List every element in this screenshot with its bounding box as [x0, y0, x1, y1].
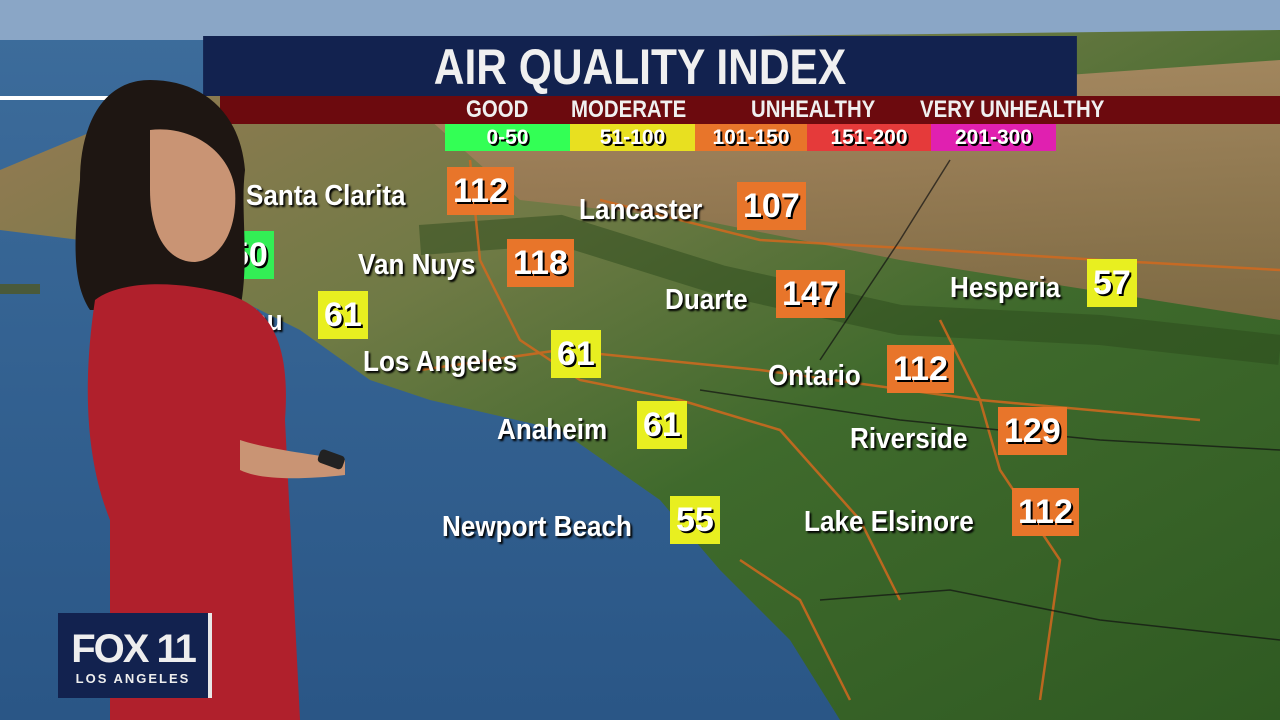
aqi-badge: 61	[318, 291, 368, 339]
aqi-badge: 107	[737, 182, 806, 230]
map-title: AIR QUALITY INDEX	[203, 36, 1077, 96]
aqi-badge: 112	[1012, 488, 1079, 536]
aqi-badge: 112	[887, 345, 954, 393]
city-label: Hesperia	[950, 272, 1061, 304]
city-label: Lancaster	[579, 194, 703, 226]
city-label: Van Nuys	[358, 249, 476, 281]
category-good: GOOD	[466, 96, 529, 123]
category-very-unhealthy: VERY UNHEALTHY	[920, 96, 1105, 123]
city-label: Duarte	[665, 284, 748, 316]
decorative-stripe	[0, 96, 110, 100]
range-good: 0-50	[445, 124, 570, 151]
logo-subtitle: LOS ANGELES	[75, 671, 191, 686]
city-label: Ontario	[768, 360, 861, 392]
logo-name: FOX 11	[71, 627, 197, 671]
city-label: Anaheim	[497, 414, 608, 446]
aqi-badge: 112	[447, 167, 514, 215]
city-label: Riverside	[850, 423, 968, 455]
aqi-badge: 55	[670, 496, 720, 544]
range-very-unhealthy: 201-300	[931, 124, 1056, 151]
range-moderate: 51-100	[570, 124, 695, 151]
aqi-badge: 118	[507, 239, 574, 287]
category-bar	[220, 96, 1280, 124]
city-label: Los Angeles	[363, 346, 518, 378]
range-unhealthy: 151-200	[807, 124, 931, 151]
city-label: Lake Elsinore	[804, 506, 974, 538]
aqi-badge: 57	[1087, 259, 1137, 307]
presenter	[75, 80, 345, 720]
city-label: Newport Beach	[442, 511, 632, 543]
range-unhealthy-sensitive: 101-150	[695, 124, 807, 151]
category-moderate: MODERATE	[571, 96, 687, 123]
aqi-badge: 61	[637, 401, 687, 449]
aqi-badge: 129	[998, 407, 1067, 455]
category-unhealthy: UNHEALTHY	[751, 96, 876, 123]
aqi-badge: 147	[776, 270, 845, 318]
aqi-badge: 61	[551, 330, 601, 378]
city-label: Santa Clarita	[246, 180, 406, 212]
fox11-logo: FOX 11 LOS ANGELES	[58, 613, 212, 698]
